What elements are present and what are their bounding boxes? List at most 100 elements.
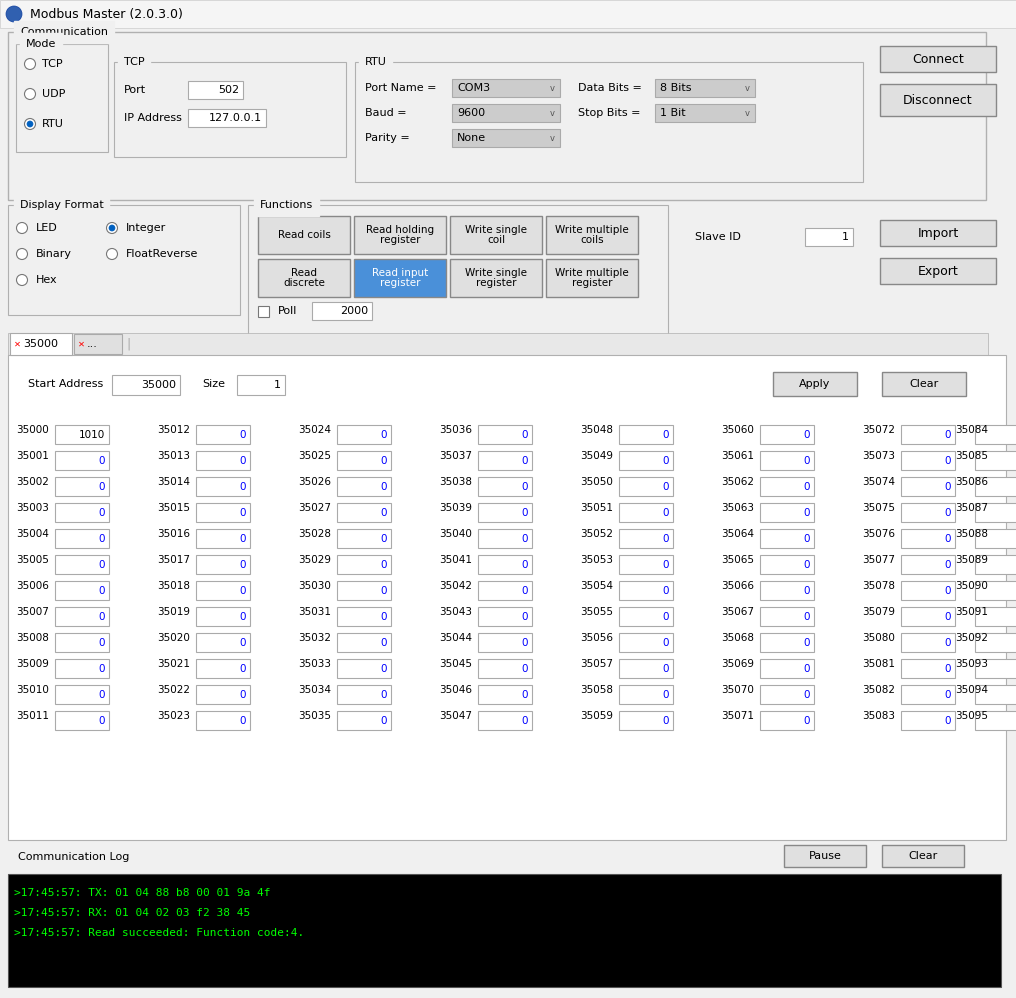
Text: Pause: Pause xyxy=(809,851,841,861)
Text: Communication: Communication xyxy=(20,27,108,37)
FancyBboxPatch shape xyxy=(880,46,996,72)
FancyBboxPatch shape xyxy=(901,581,955,600)
FancyBboxPatch shape xyxy=(452,104,560,122)
FancyBboxPatch shape xyxy=(258,306,269,317)
FancyBboxPatch shape xyxy=(16,44,108,152)
Text: 35000: 35000 xyxy=(141,380,176,390)
FancyBboxPatch shape xyxy=(901,503,955,522)
Text: 35048: 35048 xyxy=(580,425,613,435)
Text: 35071: 35071 xyxy=(721,711,754,721)
Text: 35091: 35091 xyxy=(955,607,988,617)
Text: 35076: 35076 xyxy=(862,529,895,539)
Text: 0: 0 xyxy=(99,455,105,465)
Circle shape xyxy=(109,225,115,231)
Text: 35056: 35056 xyxy=(580,633,613,643)
FancyBboxPatch shape xyxy=(196,477,250,496)
Text: 35025: 35025 xyxy=(298,451,331,461)
FancyBboxPatch shape xyxy=(619,607,673,626)
Text: 502: 502 xyxy=(217,85,239,95)
FancyBboxPatch shape xyxy=(975,477,1016,496)
FancyBboxPatch shape xyxy=(478,685,532,704)
Text: 35037: 35037 xyxy=(439,451,472,461)
Text: LED: LED xyxy=(36,223,58,233)
FancyBboxPatch shape xyxy=(337,451,391,470)
Text: 35005: 35005 xyxy=(16,555,49,565)
FancyBboxPatch shape xyxy=(880,220,996,246)
FancyBboxPatch shape xyxy=(478,581,532,600)
Text: register: register xyxy=(380,278,421,288)
Text: RTU: RTU xyxy=(365,57,387,67)
FancyBboxPatch shape xyxy=(196,529,250,548)
FancyBboxPatch shape xyxy=(975,503,1016,522)
Text: 35065: 35065 xyxy=(721,555,754,565)
FancyBboxPatch shape xyxy=(619,425,673,444)
Text: 0: 0 xyxy=(521,716,528,726)
FancyBboxPatch shape xyxy=(882,372,966,396)
FancyBboxPatch shape xyxy=(975,529,1016,548)
Text: 35013: 35013 xyxy=(157,451,190,461)
Text: 35026: 35026 xyxy=(298,477,331,487)
Text: Slave ID: Slave ID xyxy=(695,232,741,242)
Text: Integer: Integer xyxy=(126,223,167,233)
FancyBboxPatch shape xyxy=(760,607,814,626)
FancyBboxPatch shape xyxy=(882,845,964,867)
Text: >17:45:57: RX: 01 04 02 03 f2 38 45: >17:45:57: RX: 01 04 02 03 f2 38 45 xyxy=(14,908,250,918)
FancyBboxPatch shape xyxy=(619,581,673,600)
FancyBboxPatch shape xyxy=(901,555,955,574)
Text: 0: 0 xyxy=(99,534,105,544)
Circle shape xyxy=(24,59,36,70)
Text: 35092: 35092 xyxy=(955,633,988,643)
Text: 0: 0 xyxy=(381,455,387,465)
Text: 35041: 35041 xyxy=(439,555,472,565)
Text: 0: 0 xyxy=(521,481,528,491)
Text: 0: 0 xyxy=(804,716,810,726)
Text: 0: 0 xyxy=(662,612,669,622)
Text: 35033: 35033 xyxy=(298,659,331,669)
Text: 35018: 35018 xyxy=(157,581,190,591)
Text: 0: 0 xyxy=(804,560,810,570)
FancyBboxPatch shape xyxy=(478,425,532,444)
Text: v: v xyxy=(550,109,555,118)
Text: discrete: discrete xyxy=(283,278,325,288)
Text: COM3: COM3 xyxy=(457,83,490,93)
Text: Read holding: Read holding xyxy=(366,225,434,235)
FancyBboxPatch shape xyxy=(760,451,814,470)
FancyBboxPatch shape xyxy=(901,477,955,496)
Text: 0: 0 xyxy=(945,508,951,518)
FancyBboxPatch shape xyxy=(55,581,109,600)
Text: 35062: 35062 xyxy=(721,477,754,487)
Text: 35004: 35004 xyxy=(16,529,49,539)
Text: 0: 0 xyxy=(945,716,951,726)
FancyBboxPatch shape xyxy=(975,711,1016,730)
Text: 1: 1 xyxy=(274,380,281,390)
Text: 0: 0 xyxy=(662,586,669,596)
Circle shape xyxy=(107,223,118,234)
FancyBboxPatch shape xyxy=(237,375,285,395)
FancyBboxPatch shape xyxy=(337,529,391,548)
Text: Export: Export xyxy=(917,264,958,277)
Text: 35003: 35003 xyxy=(16,503,49,513)
FancyBboxPatch shape xyxy=(258,216,350,254)
Text: 0: 0 xyxy=(521,690,528,700)
Text: 35088: 35088 xyxy=(955,529,988,539)
Text: 0: 0 xyxy=(381,429,387,439)
Text: 35024: 35024 xyxy=(298,425,331,435)
Text: 0: 0 xyxy=(381,638,387,648)
Text: 35011: 35011 xyxy=(16,711,49,721)
Text: 0: 0 xyxy=(804,429,810,439)
FancyBboxPatch shape xyxy=(901,425,955,444)
FancyBboxPatch shape xyxy=(655,104,755,122)
FancyBboxPatch shape xyxy=(196,659,250,678)
Text: Disconnect: Disconnect xyxy=(903,94,972,107)
Text: 35047: 35047 xyxy=(439,711,472,721)
FancyBboxPatch shape xyxy=(337,685,391,704)
Text: IP Address: IP Address xyxy=(124,113,182,123)
FancyBboxPatch shape xyxy=(901,529,955,548)
Text: 35077: 35077 xyxy=(862,555,895,565)
Text: 35012: 35012 xyxy=(157,425,190,435)
FancyBboxPatch shape xyxy=(760,711,814,730)
Text: 0: 0 xyxy=(662,690,669,700)
Text: 0: 0 xyxy=(945,534,951,544)
FancyBboxPatch shape xyxy=(55,711,109,730)
Text: 35082: 35082 xyxy=(862,685,895,695)
